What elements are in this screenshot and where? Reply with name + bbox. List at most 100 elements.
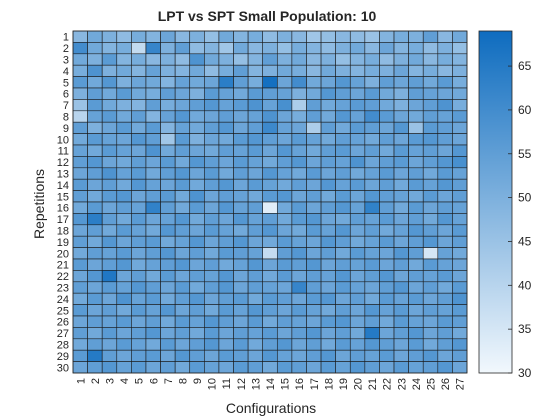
heatmap-cell bbox=[452, 338, 468, 351]
heatmap-cell bbox=[422, 281, 439, 294]
heatmap-cell bbox=[408, 304, 424, 317]
heatmap-cell bbox=[306, 167, 322, 180]
heatmap-cell bbox=[320, 121, 336, 134]
heatmap-cell bbox=[247, 178, 264, 191]
heatmap-cell bbox=[131, 87, 147, 100]
heatmap-cell bbox=[291, 64, 307, 77]
heatmap-cell bbox=[189, 361, 205, 374]
heatmap-cell bbox=[87, 178, 103, 191]
heatmap-cell bbox=[452, 361, 468, 374]
heatmap-cell bbox=[218, 76, 234, 89]
x-tick-label: 18 bbox=[323, 378, 335, 390]
heatmap-cell bbox=[87, 110, 103, 123]
plot-frame bbox=[72, 30, 468, 374]
heatmap-cell bbox=[131, 361, 147, 374]
heatmap-cell bbox=[437, 304, 453, 317]
heatmap-cell bbox=[276, 110, 293, 123]
heatmap-cell bbox=[320, 349, 336, 362]
y-tick-label: 28 bbox=[57, 340, 69, 352]
heatmap-cell bbox=[437, 258, 453, 271]
heatmap-cell bbox=[364, 224, 380, 237]
heatmap-cell bbox=[408, 201, 424, 214]
heatmap-cell bbox=[160, 133, 176, 146]
heatmap-cell bbox=[145, 53, 161, 66]
heatmap-cell bbox=[262, 213, 278, 226]
heatmap-cell bbox=[145, 338, 161, 351]
heatmap-cell bbox=[452, 235, 468, 248]
heatmap-cell bbox=[174, 121, 191, 134]
heatmap-cell bbox=[349, 224, 366, 237]
heatmap-cell bbox=[233, 190, 249, 203]
heatmap-cell bbox=[422, 87, 439, 100]
heatmap-cell bbox=[131, 42, 147, 55]
heatmap-cell bbox=[306, 270, 322, 283]
x-tick-label: 4 bbox=[119, 378, 131, 384]
x-tick-label: 19 bbox=[338, 378, 350, 390]
heatmap-cell bbox=[452, 247, 468, 260]
heatmap-cell bbox=[291, 53, 307, 66]
heatmap-cell bbox=[160, 304, 176, 317]
heatmap-cell bbox=[320, 315, 336, 328]
heatmap-cell bbox=[437, 64, 453, 77]
heatmap-cell bbox=[379, 201, 395, 214]
heatmap-cell bbox=[349, 235, 366, 248]
colorbar-tick-label: 65 bbox=[518, 59, 532, 73]
heatmap-cell bbox=[116, 247, 132, 260]
heatmap-cell bbox=[72, 304, 88, 317]
heatmap-cell bbox=[335, 178, 351, 191]
heatmap-cell bbox=[364, 99, 380, 112]
colorbar-tick-label: 50 bbox=[518, 191, 532, 205]
heatmap-cell bbox=[437, 99, 453, 112]
y-tick-label: 11 bbox=[58, 146, 69, 158]
heatmap-cell bbox=[72, 327, 88, 340]
heatmap-cell bbox=[276, 133, 293, 146]
heatmap-cell bbox=[320, 110, 336, 123]
y-tick-label: 14 bbox=[57, 180, 69, 192]
heatmap-cell bbox=[335, 30, 351, 43]
heatmap-cell bbox=[320, 292, 336, 305]
heatmap-cell bbox=[233, 258, 249, 271]
heatmap-cell bbox=[72, 292, 88, 305]
heatmap-cell bbox=[247, 270, 264, 283]
heatmap-cell bbox=[276, 315, 293, 328]
heatmap-cell bbox=[87, 235, 103, 248]
heatmap-cell bbox=[422, 42, 439, 55]
heatmap-cell bbox=[306, 361, 322, 374]
heatmap-cell bbox=[437, 133, 453, 146]
heatmap-cell bbox=[291, 292, 307, 305]
heatmap-cell bbox=[174, 201, 191, 214]
heatmap-cell bbox=[393, 121, 409, 134]
heatmap-cell bbox=[218, 270, 234, 283]
heatmap-cell bbox=[276, 99, 293, 112]
x-axis-label: Configurations bbox=[226, 400, 316, 416]
heatmap-cell bbox=[218, 87, 234, 100]
heatmap-cell bbox=[379, 121, 395, 134]
heatmap-cell bbox=[452, 133, 468, 146]
heatmap-cell bbox=[247, 99, 264, 112]
heatmap-cell bbox=[379, 178, 395, 191]
heatmap-cell bbox=[204, 349, 220, 362]
y-tick-label: 27 bbox=[57, 328, 69, 340]
heatmap-cell bbox=[189, 121, 205, 134]
heatmap-cell bbox=[408, 110, 424, 123]
heatmap-cell bbox=[408, 292, 424, 305]
heatmap-cell bbox=[131, 30, 147, 43]
heatmap-cell bbox=[101, 361, 118, 374]
heatmap-cell bbox=[452, 327, 468, 340]
heatmap-cell bbox=[247, 110, 264, 123]
heatmap-cell bbox=[335, 133, 351, 146]
heatmap-cell bbox=[218, 121, 234, 134]
heatmap-cell bbox=[349, 167, 366, 180]
heatmap-cell bbox=[204, 110, 220, 123]
heatmap-cell bbox=[291, 76, 307, 89]
heatmap-cell bbox=[437, 361, 453, 374]
heatmap-cell bbox=[276, 281, 293, 294]
x-tick-label: 2 bbox=[90, 378, 102, 384]
heatmap-cell bbox=[218, 315, 234, 328]
heatmap-cell bbox=[218, 53, 234, 66]
y-tick-label: 8 bbox=[63, 112, 69, 124]
heatmap-cell bbox=[393, 53, 409, 66]
heatmap-cell bbox=[247, 190, 264, 203]
heatmap-cell bbox=[233, 235, 249, 248]
colorbar-tick-label: 45 bbox=[518, 234, 532, 248]
